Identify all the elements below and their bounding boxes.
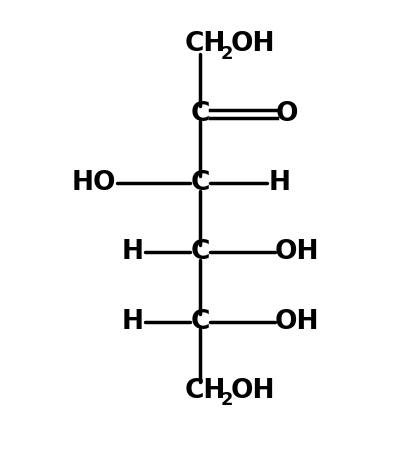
Text: CH: CH: [184, 378, 226, 404]
Text: H: H: [269, 170, 291, 196]
Text: C: C: [190, 170, 210, 196]
Text: HO: HO: [72, 170, 116, 196]
Text: 2: 2: [220, 44, 233, 63]
Text: H: H: [121, 309, 143, 335]
Text: C: C: [190, 101, 210, 127]
Text: O: O: [276, 101, 298, 127]
Text: OH: OH: [274, 240, 319, 265]
Text: OH: OH: [231, 31, 275, 58]
Text: 2: 2: [220, 391, 233, 410]
Text: C: C: [190, 240, 210, 265]
Text: OH: OH: [274, 309, 319, 335]
Text: C: C: [190, 309, 210, 335]
Text: H: H: [121, 240, 143, 265]
Text: CH: CH: [184, 31, 226, 58]
Text: OH: OH: [231, 378, 275, 404]
